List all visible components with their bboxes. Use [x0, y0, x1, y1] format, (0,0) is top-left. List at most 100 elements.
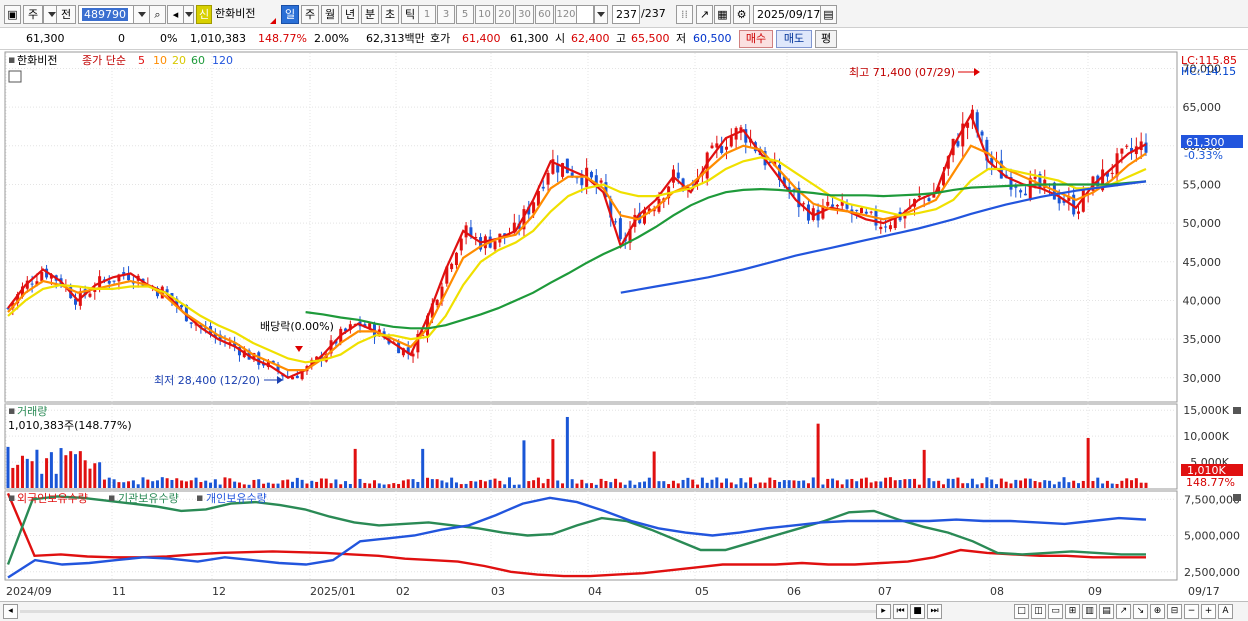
- calendar-icon[interactable]: ▤: [820, 5, 837, 24]
- volume-bar: [242, 484, 246, 488]
- ma5-label[interactable]: 5: [138, 54, 145, 67]
- chart-scrollbar[interactable]: ◂ ▸ ⏮ ■ ⏭ □ ◫ ▭ ⊞ ▥ ▤ ↗ ↘ ⊕ ⊟ − + A: [0, 601, 1248, 621]
- period-tab-분[interactable]: 분: [361, 5, 379, 24]
- interval-tab-30[interactable]: 30: [515, 5, 534, 24]
- ma60-label[interactable]: 60: [191, 54, 205, 67]
- period-tab-주[interactable]: 주: [301, 5, 319, 24]
- price-panel-frame: [4, 51, 1178, 403]
- stock-code-input[interactable]: 489790: [78, 5, 134, 24]
- tool-icon-2[interactable]: ◫: [1031, 604, 1046, 619]
- candle-body: [435, 299, 439, 306]
- tool-icon-5[interactable]: ▥: [1082, 604, 1097, 619]
- sell-button[interactable]: 매도: [776, 30, 812, 48]
- holdings-panel-close-icon[interactable]: [1233, 494, 1241, 501]
- volume-bar: [594, 484, 598, 488]
- fast-forward-icon[interactable]: ⏭: [927, 604, 942, 619]
- period-tab-월[interactable]: 월: [321, 5, 339, 24]
- institution-holding-label[interactable]: 기관보유수량: [118, 492, 179, 505]
- tool-icon-8[interactable]: ↘: [1133, 604, 1148, 619]
- volume-bars: [6, 416, 1148, 488]
- volume-bar: [136, 484, 140, 488]
- interval-tab-1[interactable]: 1: [418, 5, 436, 24]
- stop-icon[interactable]: ■: [910, 604, 925, 619]
- candle-body: [729, 136, 733, 147]
- candle-body: [647, 208, 651, 213]
- volume-bar: [1101, 483, 1105, 488]
- zoom-out-icon[interactable]: −: [1184, 604, 1199, 619]
- individual-holding-label[interactable]: 개인보유수량: [206, 492, 267, 505]
- candle-body: [580, 177, 584, 186]
- ma10-label[interactable]: 10: [153, 54, 167, 67]
- tool-icon-3[interactable]: ▭: [1048, 604, 1063, 619]
- price-tick-label: 40,000: [1183, 294, 1222, 307]
- zoom-in-icon[interactable]: +: [1201, 604, 1216, 619]
- date-input[interactable]: 2025/09/17: [753, 5, 825, 24]
- price-panel-stock-name[interactable]: 한화비전: [17, 54, 57, 67]
- interval-tab-60[interactable]: 60: [535, 5, 554, 24]
- interval-dropdown-icon[interactable]: [594, 5, 608, 24]
- volume-bar: [454, 482, 458, 488]
- interval-tab-3[interactable]: 3: [437, 5, 455, 24]
- tool-icon-10[interactable]: ⊟: [1167, 604, 1182, 619]
- volume-bar: [1067, 482, 1071, 488]
- period-tab-틱[interactable]: 틱: [401, 5, 419, 24]
- candle-body: [676, 172, 680, 179]
- volume-bar: [1028, 478, 1032, 488]
- gear-icon[interactable]: ⚙: [733, 5, 750, 24]
- period-tab-초[interactable]: 초: [381, 5, 399, 24]
- volume-bar: [1125, 478, 1129, 488]
- buy-button[interactable]: 매수: [739, 30, 773, 48]
- interval-tab-20[interactable]: 20: [495, 5, 514, 24]
- rewind-icon[interactable]: ⏮: [893, 604, 908, 619]
- stock-code-dropdown-icon[interactable]: [133, 5, 150, 24]
- count-input[interactable]: 237: [612, 5, 640, 24]
- candle-body: [1110, 172, 1114, 174]
- candle-body: [990, 157, 994, 165]
- period-unit-select[interactable]: 주: [23, 5, 43, 24]
- volume-panel-close-icon[interactable]: [1233, 407, 1241, 414]
- candle-body: [546, 172, 550, 185]
- calculator-icon[interactable]: [8, 70, 22, 83]
- interval-tab-10[interactable]: 10: [475, 5, 494, 24]
- tool-icon-9[interactable]: ⊕: [1150, 604, 1165, 619]
- volume-bar: [787, 480, 791, 488]
- scroll-left-icon[interactable]: ◂: [3, 604, 18, 619]
- volume-title[interactable]: 거래량: [17, 405, 47, 418]
- volume-bar: [363, 482, 367, 488]
- speaker-icon[interactable]: ◂: [167, 5, 184, 24]
- save-icon[interactable]: ▦: [714, 5, 731, 24]
- grid-icon[interactable]: ⁞⁞: [676, 5, 693, 24]
- tool-icon-6[interactable]: ▤: [1099, 604, 1114, 619]
- volume-bar: [975, 484, 979, 488]
- candle-body: [1062, 200, 1066, 203]
- price-tick-label: 45,000: [1183, 256, 1222, 269]
- volume-bar: [739, 478, 743, 488]
- volume-bar: [286, 479, 290, 488]
- search-icon[interactable]: ⌕: [149, 5, 166, 24]
- candle-body: [536, 190, 540, 206]
- font-size-icon[interactable]: A: [1218, 604, 1233, 619]
- period-tab-년[interactable]: 년: [341, 5, 359, 24]
- period-tab-일[interactable]: 일: [281, 5, 299, 24]
- high-label: 고: [616, 32, 627, 45]
- scroll-track[interactable]: [20, 610, 876, 613]
- candle-body: [744, 129, 748, 143]
- speaker-dropdown-icon[interactable]: [183, 5, 194, 24]
- interval-tab-5[interactable]: 5: [456, 5, 474, 24]
- draw-line-icon[interactable]: ↗: [696, 5, 713, 24]
- trade-amount: 62,313백만: [366, 32, 425, 45]
- eval-button[interactable]: 평: [815, 30, 837, 48]
- scroll-right-icon[interactable]: ▸: [876, 604, 891, 619]
- tool-icon-1[interactable]: □: [1014, 604, 1029, 619]
- tool-icon-4[interactable]: ⊞: [1065, 604, 1080, 619]
- prev-button[interactable]: 전: [56, 5, 76, 24]
- ma120-label[interactable]: 120: [212, 54, 233, 67]
- volume-dot-icon: ▪: [8, 404, 15, 417]
- volume-bar: [758, 482, 762, 488]
- tool-icon-7[interactable]: ↗: [1116, 604, 1131, 619]
- window-menu-icon[interactable]: ▣: [4, 5, 21, 24]
- interval-tab-120[interactable]: 120: [555, 5, 577, 24]
- foreign-holding-label[interactable]: 외국인보유수량: [17, 492, 88, 505]
- ma20-label[interactable]: 20: [172, 54, 186, 67]
- ma-label[interactable]: 종가 단순: [82, 54, 126, 67]
